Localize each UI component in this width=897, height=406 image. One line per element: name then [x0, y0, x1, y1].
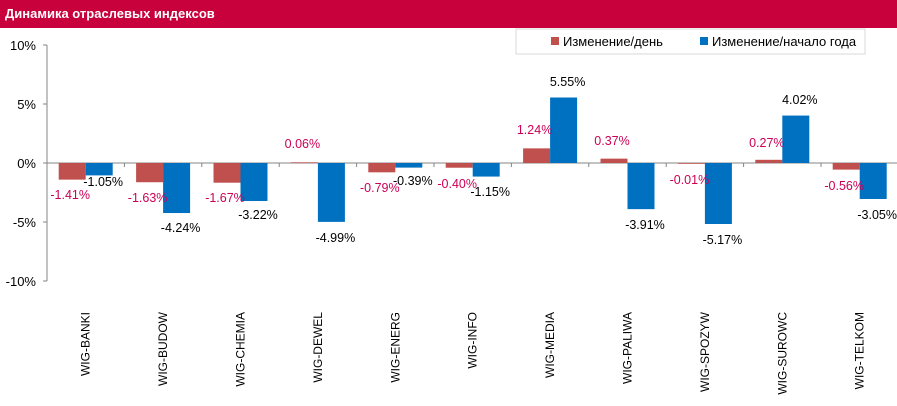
data-label-series1: -0.01% [670, 173, 710, 187]
x-category-label: WIG-SPOZYW [698, 311, 712, 392]
data-label-series1: 1.24% [517, 123, 552, 137]
data-label-series2: -0.39% [393, 174, 433, 188]
x-category-label: WIG-INFO [466, 312, 480, 369]
bar-series2 [550, 97, 578, 163]
x-category-label: WIG-PALIWA [621, 312, 635, 384]
data-label-series1: -0.40% [437, 177, 477, 191]
bar-series1 [290, 162, 318, 164]
legend-label-series1: Изменение/день [563, 34, 663, 49]
data-label-series2: -1.15% [470, 185, 510, 199]
bar-series2 [859, 163, 887, 199]
bar-series2 [317, 163, 345, 222]
data-label-series2: -3.22% [238, 208, 278, 222]
x-category-label: WIG-CHEMIA [234, 312, 248, 387]
data-label-series1: -0.56% [824, 179, 864, 193]
data-label-series2: 4.02% [782, 93, 817, 107]
bar-series2 [85, 163, 113, 176]
bar-series2 [240, 163, 268, 201]
data-label-series1: -1.67% [205, 191, 245, 205]
data-label-series2: -3.05% [857, 208, 897, 222]
x-category-label: WIG-BANKI [79, 312, 93, 376]
bar-series1 [677, 163, 705, 164]
x-category-label: WIG-DEWEL [311, 312, 325, 383]
bar-series2 [627, 163, 655, 210]
bar-series1 [445, 163, 473, 168]
legend-label-series2: Изменение/начало года [712, 34, 857, 49]
bar-series2 [472, 163, 500, 177]
data-label-series2: -3.91% [625, 218, 665, 232]
data-label-series1: -1.63% [128, 191, 168, 205]
bar-series1 [136, 163, 164, 183]
data-label-series1: -1.41% [50, 188, 90, 202]
bar-series1 [523, 148, 551, 163]
data-label-series2: -1.05% [83, 175, 123, 189]
data-label-series2: -4.24% [161, 221, 201, 235]
data-label-series1: 0.27% [749, 136, 784, 150]
bar-series2 [395, 163, 423, 168]
x-category-label: WIG-ENERG [388, 312, 402, 383]
bar-series2 [704, 163, 732, 225]
bar-series1 [755, 159, 783, 163]
data-label-series1: 0.06% [285, 137, 320, 151]
x-category-label: WIG-TELKOM [853, 312, 867, 389]
legend-swatch-series2 [700, 37, 708, 45]
bar-series1 [832, 163, 860, 170]
bar-series2 [163, 163, 191, 214]
x-category-label: WIG-BUDOW [156, 311, 170, 386]
chart-title: Динамика отраслевых индексов [0, 0, 897, 28]
y-tick-label: 5% [17, 97, 36, 112]
data-label-series1: 0.37% [594, 134, 629, 148]
bar-series1 [368, 163, 396, 173]
bar-series2 [782, 115, 810, 163]
bar-series1 [600, 158, 628, 163]
y-tick-label: -10% [6, 274, 37, 289]
y-tick-label: 0% [17, 156, 36, 171]
x-category-label: WIG-MEDIA [543, 312, 557, 378]
data-label-series2: 5.55% [550, 75, 585, 89]
x-category-label: WIG-SUROWC [775, 312, 789, 395]
y-tick-label: -5% [13, 215, 37, 230]
legend-swatch-series1 [551, 37, 559, 45]
data-label-series2: -4.99% [316, 231, 356, 245]
data-label-series2: -5.17% [703, 233, 743, 247]
bar-series1 [213, 163, 241, 183]
y-tick-label: 10% [10, 38, 36, 53]
data-label-series1: -0.79% [360, 181, 400, 195]
bar-series1 [58, 163, 86, 180]
legend-box [515, 28, 866, 55]
